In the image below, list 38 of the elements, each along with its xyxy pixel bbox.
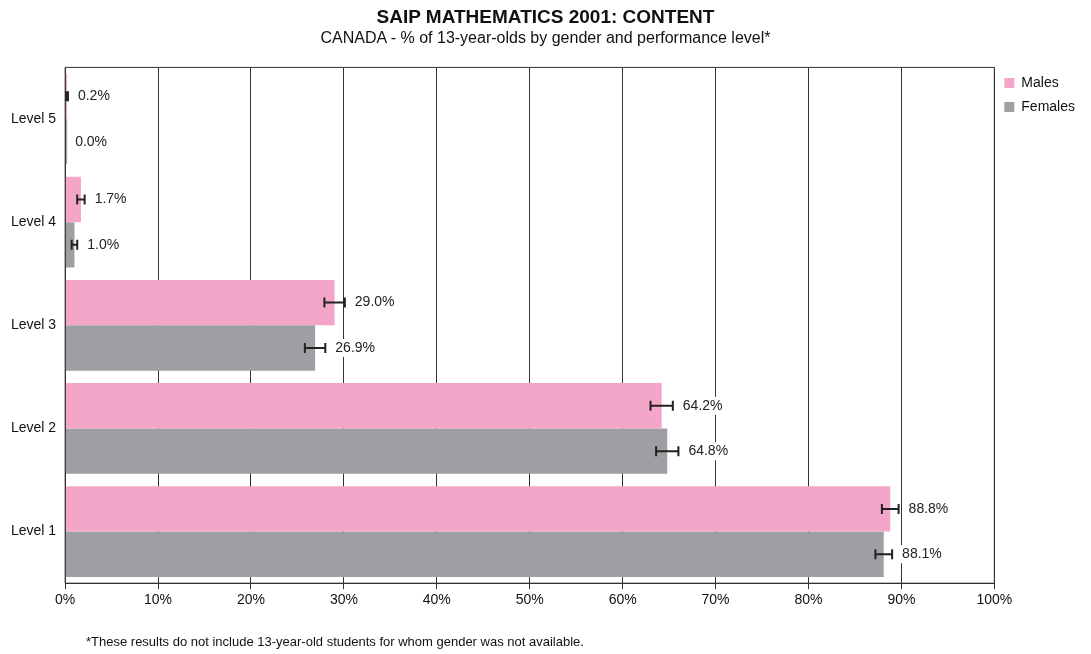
bar: [65, 428, 668, 474]
x-tick-label: 0%: [55, 591, 76, 608]
x-tick-label: 100%: [976, 591, 1013, 608]
chart-subtitle: CANADA - % of 13-year-olds by gender and performance level*: [319, 29, 772, 47]
y-tick-label: Level 2: [10, 419, 57, 436]
data-label: 26.9%: [335, 338, 376, 355]
chart-title: SAIP MATHEMATICS 2001: CONTENT: [375, 6, 716, 28]
x-tick-label: 20%: [236, 591, 265, 608]
x-tick-label: 50%: [515, 591, 544, 608]
data-label: 0.0%: [75, 132, 108, 149]
x-tick-label: 70%: [701, 591, 730, 608]
data-label: 88.8%: [908, 499, 949, 516]
bar: [65, 486, 891, 532]
bar: [65, 176, 81, 223]
y-tick-label: Level 3: [10, 316, 57, 333]
data-label: 64.2%: [682, 396, 723, 413]
x-tick-label: 30%: [329, 591, 358, 608]
data-label: 0.2%: [77, 87, 110, 104]
data-label: 64.8%: [688, 442, 729, 459]
x-tick-label: 80%: [794, 591, 823, 608]
data-label: 29.0%: [354, 293, 395, 310]
x-tick-label: 40%: [422, 591, 451, 608]
data-label: 88.1%: [902, 545, 942, 562]
y-tick-label: Level 4: [10, 213, 57, 229]
text: *These results do not include 13-year-old students for whom gender was not available.: [86, 634, 584, 649]
x-tick-label: 90%: [887, 591, 916, 608]
x-tick-label: 10%: [144, 591, 173, 608]
data-label: 1.0%: [87, 235, 120, 252]
bar: [65, 325, 316, 371]
data-label: 1.7%: [94, 190, 127, 207]
y-tick-label: Level 5: [10, 109, 57, 126]
y-tick-label: Level 1: [10, 522, 57, 539]
bar: [65, 383, 662, 429]
legend-label: Females: [1021, 97, 1075, 114]
bar: [65, 279, 335, 326]
x-tick-label: 60%: [608, 591, 637, 608]
legend-label: Males: [1021, 73, 1059, 90]
bar: [65, 531, 884, 578]
